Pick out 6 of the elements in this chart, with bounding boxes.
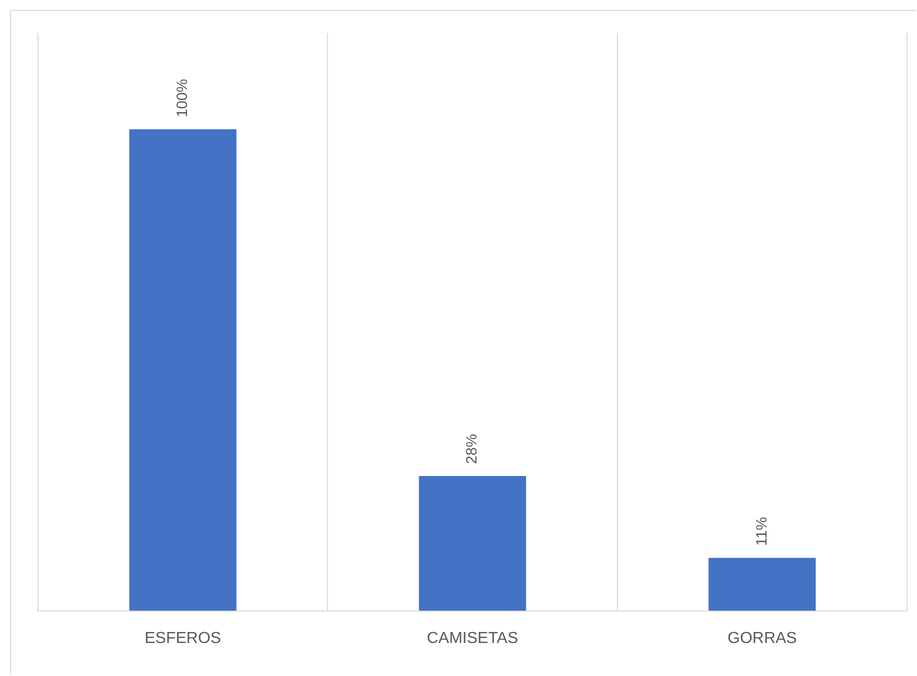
data-label: 11% bbox=[753, 516, 770, 546]
x-tick-label: CAMISETAS bbox=[426, 630, 518, 647]
data-label: 28% bbox=[464, 434, 481, 464]
data-label: 100% bbox=[174, 78, 191, 118]
x-tick-label: GORRAS bbox=[727, 630, 797, 647]
x-tick-label: ESFEROS bbox=[144, 630, 222, 647]
